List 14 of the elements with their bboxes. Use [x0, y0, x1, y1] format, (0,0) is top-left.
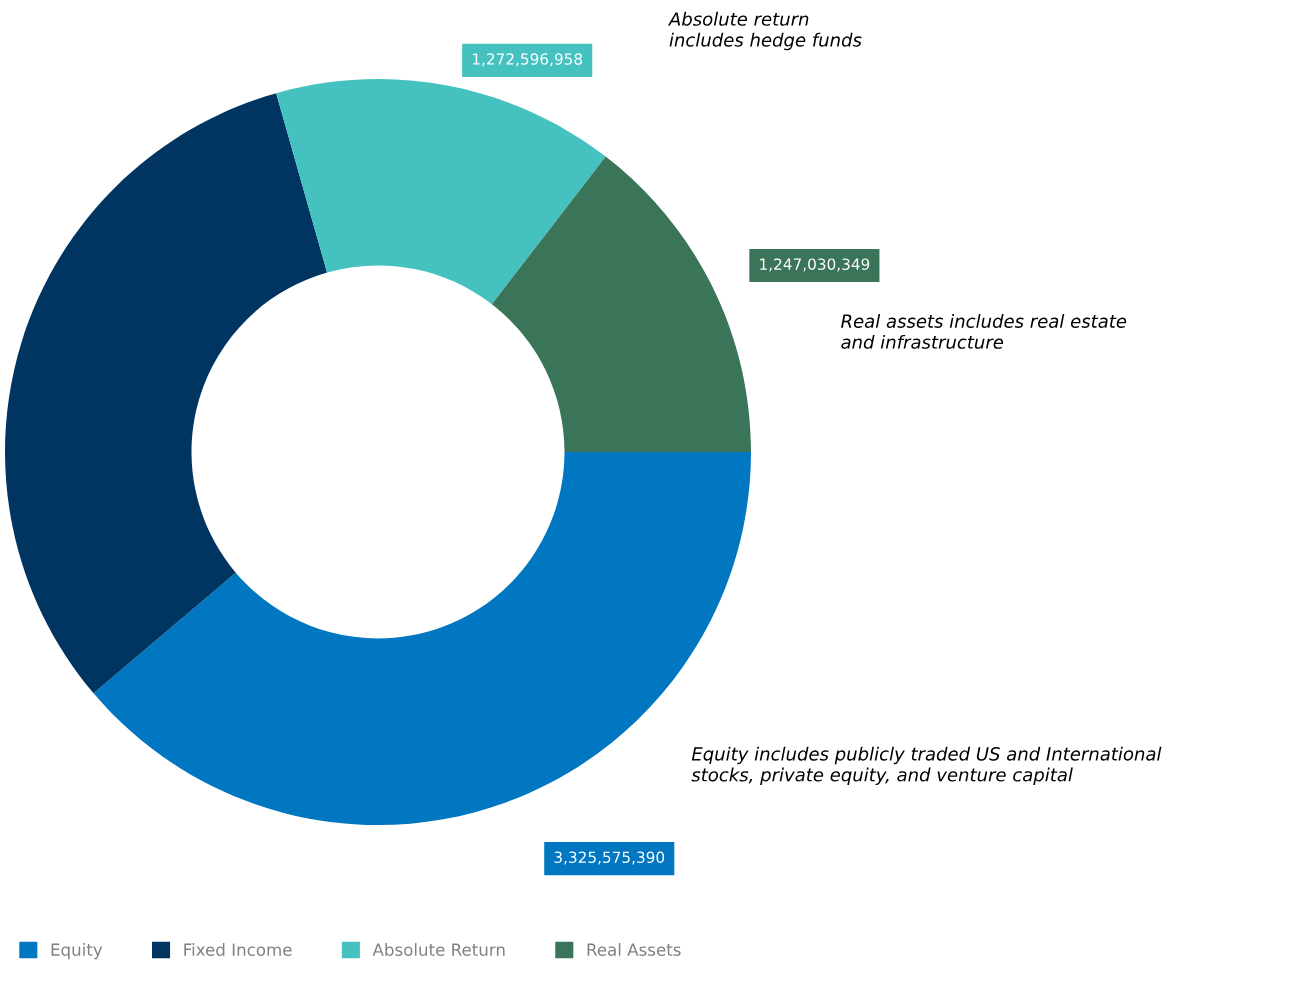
data-label: 3,325,575,390: [554, 851, 665, 865]
data-label: 1,272,596,958: [472, 53, 583, 67]
data-label: 1,247,030,349: [760, 258, 870, 272]
legend-label: Equity: [51, 943, 103, 960]
donut-slice: [276, 79, 606, 305]
text: Equity includes publicly traded US and International stocks, private equity, and venture capital: [691, 746, 1162, 786]
legend-label: Absolute Return: [372, 943, 505, 956]
legend-label: Real Assets: [587, 943, 681, 956]
text: Real assets includes real estate and infrastructure: [841, 313, 1127, 349]
donut-slice: [491, 156, 751, 452]
donut-slice: [5, 93, 328, 694]
donut-slice: [93, 452, 751, 825]
text: Absolute return includes hedge funds: [667, 11, 862, 51]
legend-label: Fixed Income: [184, 943, 292, 956]
